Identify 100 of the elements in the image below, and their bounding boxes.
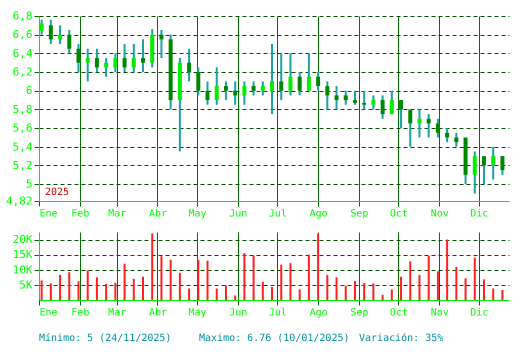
bar xyxy=(428,256,430,300)
bar xyxy=(280,264,282,300)
candlestick xyxy=(399,99,404,130)
bar xyxy=(124,264,126,300)
x-tick-label: Mar xyxy=(108,308,126,318)
bar xyxy=(344,286,347,300)
bar xyxy=(363,283,366,300)
bar xyxy=(142,276,144,300)
bar xyxy=(170,260,172,300)
candlestick xyxy=(436,118,440,138)
candlestick xyxy=(252,80,256,96)
y-tick-label: 5,4 xyxy=(12,140,33,154)
candlestick xyxy=(500,155,504,176)
bar xyxy=(446,240,448,300)
bar xyxy=(390,289,393,300)
bar xyxy=(326,274,328,300)
y-tick-label: 6,8 xyxy=(12,10,32,22)
x-tick-label: Nov xyxy=(430,208,449,220)
bar xyxy=(501,290,504,300)
y-tick-label: 5,6 xyxy=(12,122,32,135)
bar xyxy=(482,279,485,300)
candlestick xyxy=(288,52,292,96)
x-tick-label: Ago xyxy=(310,308,328,318)
bar xyxy=(132,278,135,300)
bar xyxy=(68,272,70,300)
candlestick xyxy=(279,52,284,102)
candlestick xyxy=(352,90,357,106)
x-tick-label: Jul xyxy=(268,208,287,220)
bar xyxy=(40,280,43,300)
candlestick xyxy=(196,66,200,96)
x-tick-label: Ene xyxy=(40,208,58,220)
candlestick xyxy=(233,80,238,106)
bar xyxy=(50,283,52,300)
candlestick xyxy=(316,71,320,92)
bar xyxy=(474,258,476,300)
x-tick-label: Oct xyxy=(390,208,408,220)
bar xyxy=(271,287,274,300)
candlestick xyxy=(122,43,127,74)
x-tick-label: Feb xyxy=(71,208,90,220)
candlestick xyxy=(224,80,228,102)
candlestick xyxy=(242,80,246,106)
y-tick-label: 15K xyxy=(12,248,33,262)
bar xyxy=(262,282,264,300)
x-tick-label: Nov xyxy=(430,308,449,318)
bar xyxy=(114,282,116,300)
bar xyxy=(59,274,62,300)
bar xyxy=(216,288,218,300)
bar xyxy=(188,288,190,300)
bar xyxy=(178,272,181,300)
bar xyxy=(436,271,439,300)
candlestick xyxy=(270,43,274,116)
candlestick xyxy=(408,108,412,148)
candlestick xyxy=(48,18,53,46)
candlestick xyxy=(362,90,366,110)
x-tick-label: Mar xyxy=(108,208,126,220)
bar xyxy=(418,274,420,300)
candlestick xyxy=(76,43,80,74)
candlestick xyxy=(86,48,90,82)
bar xyxy=(336,277,338,300)
x-tick-label: Abr xyxy=(148,308,168,318)
candlestick xyxy=(132,43,136,74)
x-tick-label: Ene xyxy=(40,308,58,318)
bar xyxy=(197,260,200,300)
candlestick xyxy=(491,146,496,181)
x-tick-label: Jun xyxy=(229,308,248,318)
x-tick-label: May xyxy=(188,208,207,220)
candlestick xyxy=(298,71,302,96)
bar xyxy=(105,284,108,300)
y-tick-label: 6,2 xyxy=(12,66,32,79)
y-tick-label: 6 xyxy=(26,84,32,98)
bar xyxy=(308,254,310,300)
x-tick-label: Jul xyxy=(268,308,287,318)
bar xyxy=(354,280,356,300)
candlestick xyxy=(94,48,99,74)
bar xyxy=(206,260,209,300)
candlestick xyxy=(380,94,385,120)
annotation: 2025 xyxy=(45,187,70,198)
x-tick-label: Jun xyxy=(229,208,248,220)
text: Mínimo: 5 (24/11/2025) xyxy=(39,333,172,344)
y-tick-label: 5 xyxy=(26,178,32,191)
candlestick xyxy=(344,90,348,106)
candlestick xyxy=(67,29,72,54)
bar xyxy=(372,283,374,300)
bar xyxy=(96,277,98,300)
x-tick-label: Abr xyxy=(148,208,168,220)
bar xyxy=(224,285,227,300)
x-tick-label: Dic xyxy=(470,308,488,318)
x-tick-label: May xyxy=(188,308,207,318)
y-tick-label: 10K xyxy=(12,263,33,276)
bar xyxy=(86,270,89,300)
candlestick xyxy=(159,29,164,60)
candlestick xyxy=(371,94,376,110)
x-tick-label: Sep xyxy=(350,208,368,220)
candlestick xyxy=(260,80,265,96)
bar xyxy=(382,294,384,300)
bar xyxy=(298,289,301,300)
y-tick-label: 4,82 xyxy=(6,194,32,208)
candlestick xyxy=(417,108,422,138)
y-tick-label: 6,4 xyxy=(12,46,33,60)
candlestick xyxy=(472,150,477,195)
